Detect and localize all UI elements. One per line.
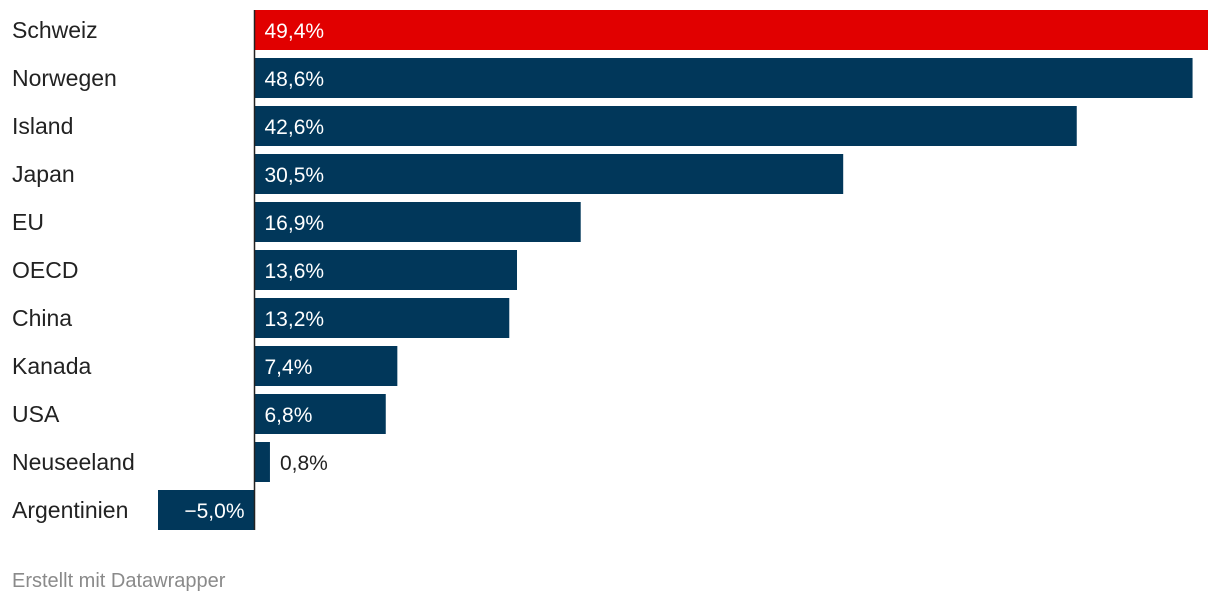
category-label-japan: Japan xyxy=(12,161,75,187)
category-label-kanada: Kanada xyxy=(12,353,92,379)
value-label-japan: 30,5% xyxy=(265,164,325,187)
bar-norwegen xyxy=(254,58,1193,98)
bar-kanada xyxy=(254,346,398,386)
bar-usa xyxy=(254,394,386,434)
bar-chart: Schweiz 49,4% Norwegen 48,6% Island 42,6% Japa… xyxy=(12,10,1209,530)
value-label-oecd: 13,6% xyxy=(265,260,325,283)
value-label-schweiz: 49,4% xyxy=(265,20,325,43)
category-label-island: Island xyxy=(12,113,73,139)
value-label-island: 42,6% xyxy=(265,116,325,139)
category-label-usa: USA xyxy=(12,401,60,427)
footer-credit: Erstellt mit Datawrapper xyxy=(12,570,226,592)
value-label-kanada: 7,4% xyxy=(265,356,313,379)
value-label-norwegen: 48,6% xyxy=(265,68,325,91)
category-label-norwegen: Norwegen xyxy=(12,65,117,91)
bar-china xyxy=(254,298,510,338)
value-label-argentinien: −5,0% xyxy=(184,500,244,523)
value-label-eu: 16,9% xyxy=(265,212,325,235)
category-label-argentinien: Argentinien xyxy=(12,497,128,523)
bar-schweiz xyxy=(254,10,1209,50)
bar-neuseeland xyxy=(254,442,270,482)
category-label-oecd: OECD xyxy=(12,257,78,283)
bar-japan xyxy=(254,154,844,194)
bar-island xyxy=(254,106,1077,146)
category-label-schweiz: Schweiz xyxy=(12,17,98,43)
category-label-eu: EU xyxy=(12,209,44,235)
category-label-china: China xyxy=(12,305,72,331)
category-label-neuseeland: Neuseeland xyxy=(12,449,135,475)
value-label-neuseeland: 0,8% xyxy=(280,452,328,475)
value-label-usa: 6,8% xyxy=(265,404,313,427)
bar-argentinien xyxy=(158,490,255,530)
bar-eu xyxy=(254,202,581,242)
value-label-china: 13,2% xyxy=(265,308,325,331)
bar-oecd xyxy=(254,250,518,290)
